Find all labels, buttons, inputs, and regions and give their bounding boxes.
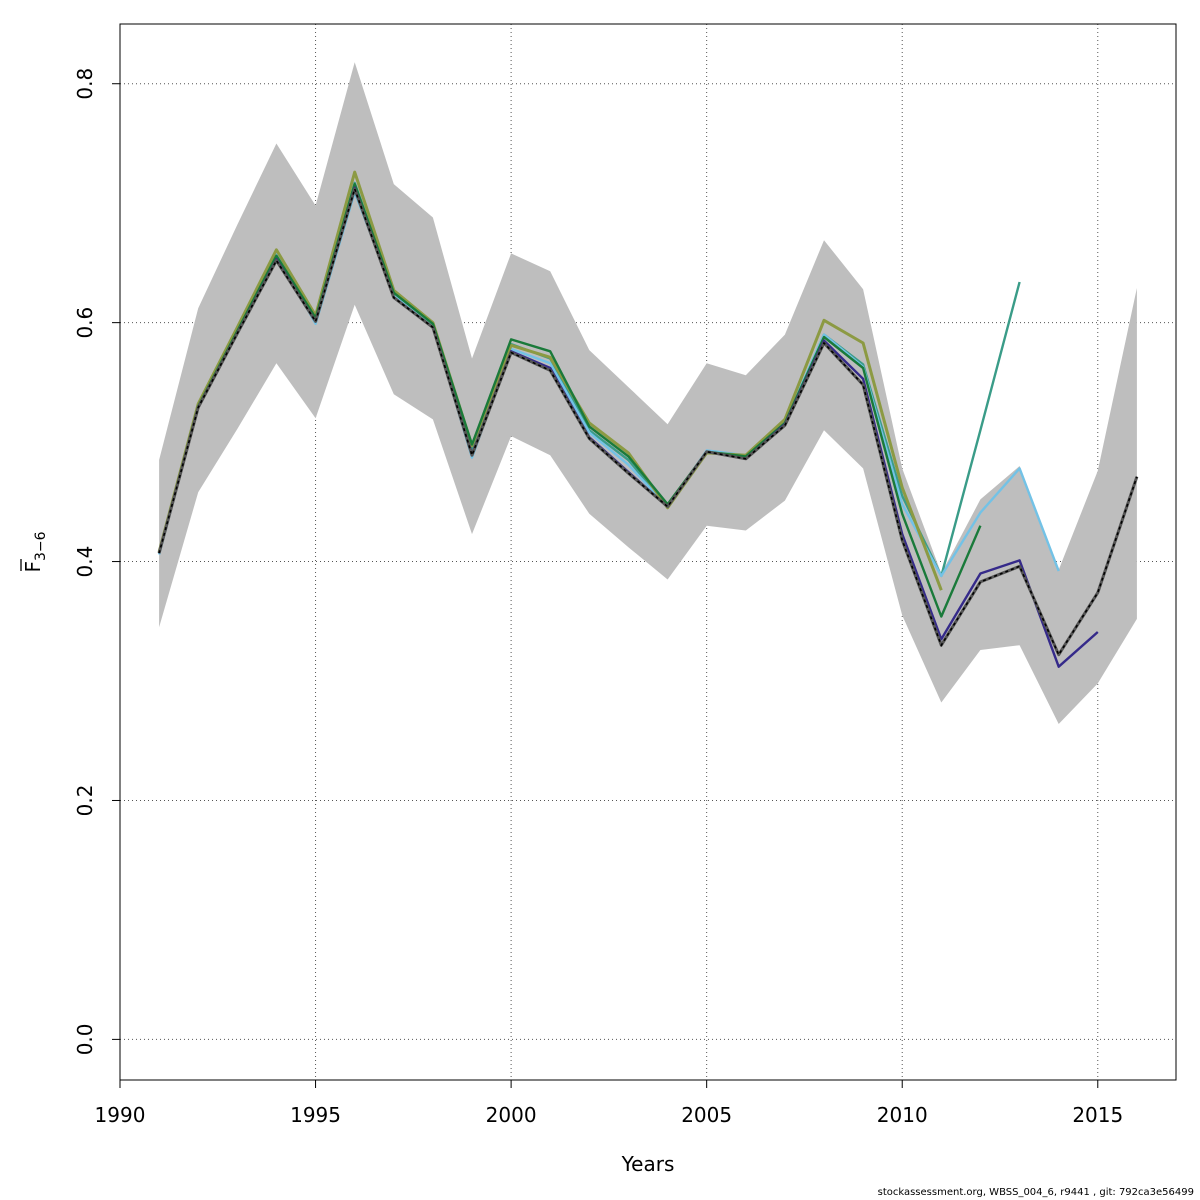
series-layer [157,170,1139,668]
series-line-3 [157,170,943,591]
x-tick-label: 1990 [95,1103,146,1127]
y-tick-label: 0.2 [73,785,97,817]
series-line-6-dash [158,186,1138,657]
y-axis-title: F3−6 [21,531,49,572]
y-tick-label: 0.8 [73,68,97,100]
x-tick-label: 1995 [290,1103,341,1127]
y-axis-title-main: F [21,561,45,573]
y-tick-label: 0.6 [73,307,97,339]
footer-credit: stockassessment.org, WBSS_004_6, r9441 ,… [877,1187,1194,1198]
series-line-4 [157,182,982,618]
x-axis-title: Years [621,1152,675,1176]
x-tick-label: 2015 [1072,1103,1123,1127]
y-axis: 0.0 0.2 0.4 0.6 0.8 [73,68,121,1055]
x-tick-label: 2010 [877,1103,928,1127]
y-tick-label: 0.0 [73,1023,97,1055]
x-axis: 1990 1995 2000 2005 2010 2015 [95,1079,1123,1127]
y-axis-title-group: F3−6 [20,531,49,573]
x-tick-label: 2000 [486,1103,537,1127]
y-tick-label: 0.4 [73,546,97,578]
confidence-band-layer [159,62,1137,724]
y-axis-title-subscript: 3−6 [33,531,49,561]
confidence-band [159,62,1137,724]
x-tick-label: 2005 [681,1103,732,1127]
